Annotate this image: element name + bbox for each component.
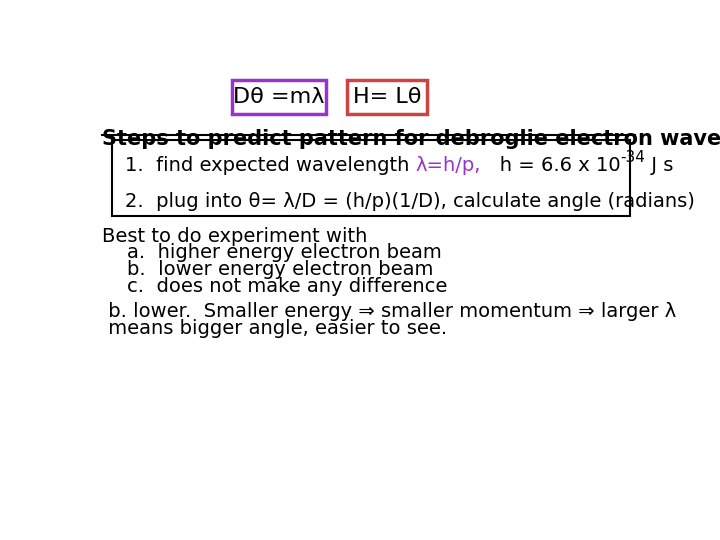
Text: Steps to predict pattern for debroglie electron wave.: Steps to predict pattern for debroglie e… (102, 130, 720, 150)
Text: b. lower.  Smaller energy ⇒ smaller momentum ⇒ larger λ: b. lower. Smaller energy ⇒ smaller momen… (102, 302, 676, 321)
Text: b.  lower energy electron beam: b. lower energy electron beam (102, 260, 433, 279)
Text: -34: -34 (621, 150, 645, 165)
Text: 1.  find expected wavelength: 1. find expected wavelength (125, 156, 415, 174)
Text: H= Lθ: H= Lθ (353, 87, 421, 107)
Text: a.  higher energy electron beam: a. higher energy electron beam (102, 244, 441, 262)
Text: c.  does not make any difference: c. does not make any difference (102, 278, 447, 296)
Text: means bigger angle, easier to see.: means bigger angle, easier to see. (102, 319, 446, 338)
FancyBboxPatch shape (346, 80, 427, 114)
Text: Dθ =mλ: Dθ =mλ (233, 87, 325, 107)
Text: J s: J s (645, 156, 674, 174)
FancyBboxPatch shape (232, 80, 326, 114)
Text: Best to do experiment with: Best to do experiment with (102, 226, 367, 246)
FancyBboxPatch shape (112, 140, 630, 217)
Text: h = 6.6 x 10: h = 6.6 x 10 (481, 156, 621, 174)
Text: λ=h/p,: λ=h/p, (415, 156, 481, 174)
Text: 2.  plug into θ= λ/D = (h/p)(1/D), calculate angle (radians): 2. plug into θ= λ/D = (h/p)(1/D), calcul… (125, 192, 695, 211)
